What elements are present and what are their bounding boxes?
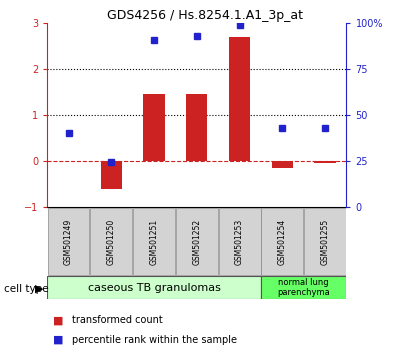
Bar	[186, 95, 207, 161]
Text: GSM501251: GSM501251	[149, 218, 158, 265]
Bar	[228, 37, 249, 161]
Text: GSM501249: GSM501249	[64, 218, 73, 265]
Bar	[133, 209, 175, 275]
Bar	[261, 209, 303, 275]
Text: GSM501253: GSM501253	[234, 218, 243, 265]
Text: GSM501255: GSM501255	[320, 218, 329, 265]
Bar	[100, 161, 122, 189]
Text: GSM501254: GSM501254	[277, 218, 286, 265]
Bar	[175, 209, 217, 275]
Text: ■: ■	[53, 315, 64, 325]
Text: normal lung
parenchyma: normal lung parenchyma	[276, 278, 329, 297]
Text: cell type: cell type	[4, 284, 49, 293]
Bar	[303, 209, 345, 275]
Bar	[260, 276, 346, 299]
Text: GSM501250: GSM501250	[106, 218, 115, 265]
Text: GSM501252: GSM501252	[192, 218, 201, 265]
Bar	[218, 209, 260, 275]
Bar	[314, 161, 335, 163]
Bar	[47, 209, 89, 275]
Text: GDS4256 / Hs.8254.1.A1_3p_at: GDS4256 / Hs.8254.1.A1_3p_at	[107, 9, 302, 22]
Bar	[271, 161, 292, 168]
Bar	[90, 209, 132, 275]
Text: caseous TB granulomas: caseous TB granulomas	[88, 282, 220, 293]
Text: ▶: ▶	[35, 284, 43, 293]
Text: percentile rank within the sample: percentile rank within the sample	[72, 335, 236, 345]
Bar	[47, 276, 260, 299]
Text: transformed count: transformed count	[72, 315, 162, 325]
Text: ■: ■	[53, 335, 64, 345]
Bar	[143, 95, 164, 161]
